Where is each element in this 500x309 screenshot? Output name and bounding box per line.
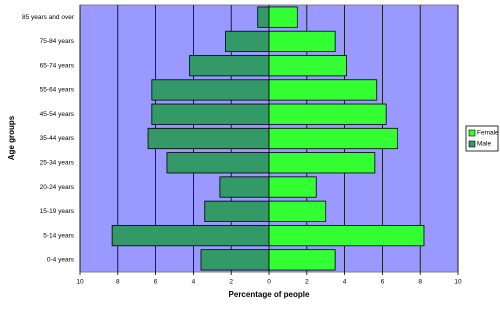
y-tick-label: 75-84 years	[40, 38, 75, 45]
bar	[225, 30, 270, 53]
legend-swatch	[468, 140, 476, 148]
x-tick-label: 4	[192, 279, 196, 286]
bar	[111, 224, 270, 247]
y-tick-label: 0-4 years	[47, 257, 75, 264]
y-tick-label: 15-19 years	[40, 208, 75, 215]
y-tick-label: 65-74 years	[40, 62, 75, 69]
bar	[268, 79, 378, 101]
y-tick-label: 20-24 years	[40, 184, 75, 191]
x-tick-label: 8	[116, 279, 120, 286]
x-tick-label: 6	[154, 279, 158, 286]
x-tick-label: 8	[418, 279, 422, 286]
bar	[151, 103, 270, 125]
bar	[268, 249, 336, 271]
bar	[257, 6, 270, 28]
legend-swatch	[468, 129, 476, 137]
legend-label: Female	[477, 130, 499, 137]
bar	[147, 127, 270, 150]
x-tick-label: 6	[381, 279, 385, 286]
bar	[268, 6, 298, 28]
y-tick-label: 45-54 years	[40, 111, 75, 118]
bar	[268, 30, 336, 53]
x-tick-label: 4	[343, 279, 347, 286]
bar	[268, 224, 425, 247]
bar	[189, 55, 270, 77]
bar	[166, 152, 270, 174]
bar	[268, 176, 317, 198]
x-tick-label: 0	[267, 279, 271, 286]
bar	[268, 200, 327, 222]
bar	[268, 127, 398, 150]
y-axis-title: Age groups	[7, 115, 16, 160]
x-tick-label: 10	[454, 279, 462, 286]
x-tick-label: 2	[229, 279, 233, 286]
y-tick-label: 35-44 years	[40, 135, 75, 142]
bar	[219, 176, 270, 198]
y-tick-label: 25-34 years	[40, 159, 75, 166]
y-tick-label: 55-64 years	[40, 87, 75, 94]
x-axis-title: Percentage of people	[229, 290, 310, 299]
bar	[200, 249, 270, 271]
y-tick-label: 5-14 years	[43, 232, 74, 239]
bar	[268, 103, 387, 125]
y-tick-label: 85 years and over	[22, 14, 75, 21]
x-tick-label: 10	[76, 279, 84, 286]
bar	[151, 79, 270, 101]
bar	[268, 55, 347, 77]
x-tick-label: 2	[305, 279, 309, 286]
bar	[268, 152, 376, 174]
legend-label: Male	[477, 141, 491, 148]
bar	[204, 200, 270, 222]
